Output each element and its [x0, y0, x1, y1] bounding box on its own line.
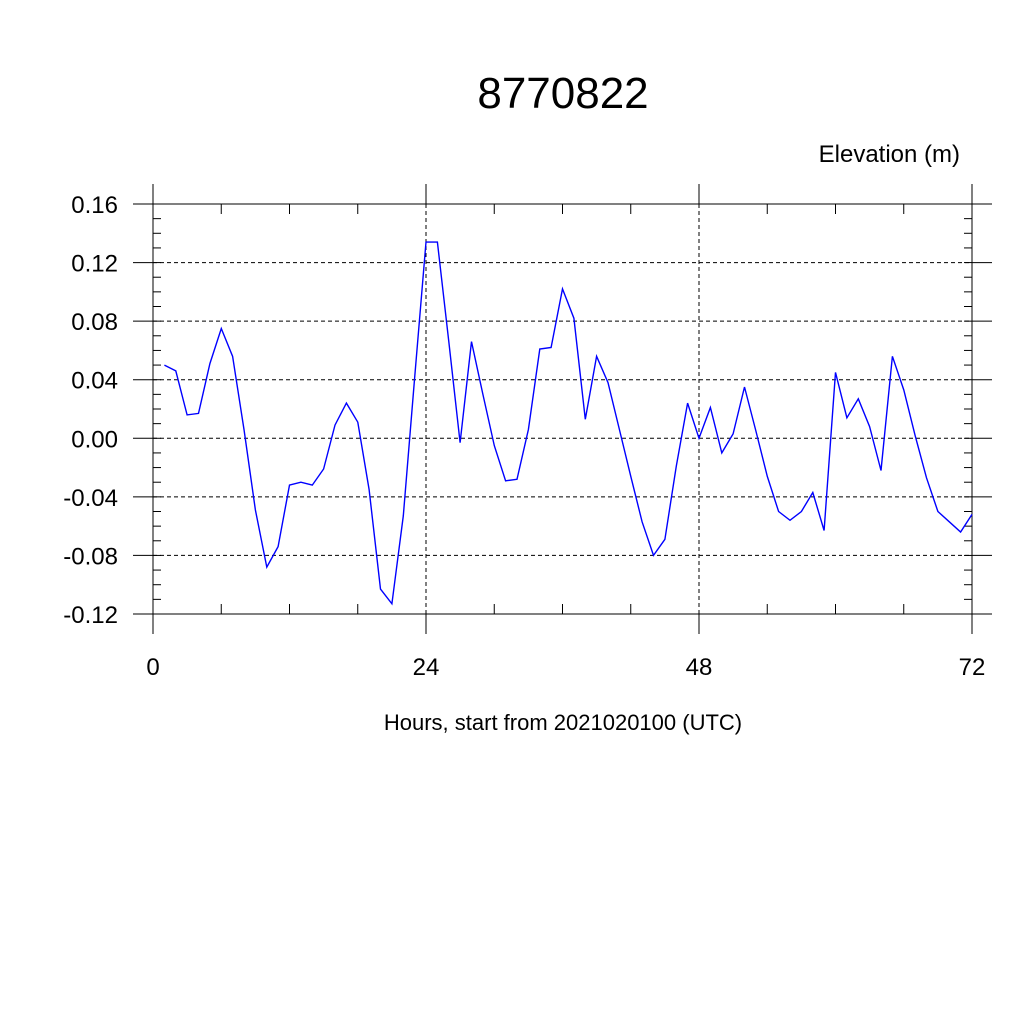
- tick-label-layer: -0.12 -0.08 -0.04 0.00 0.04 0.08 0.12 0.16 0 24 48…: [63, 192, 985, 681]
- y-tick-label: -0.12: [63, 602, 118, 629]
- x-tick-label: 72: [959, 654, 986, 681]
- y-tick-label: 0.00: [71, 426, 118, 453]
- x-axis-label: Hours, start from 2021020100 (UTC): [384, 710, 742, 735]
- y-tick-label: -0.04: [63, 485, 118, 512]
- x-tick-label: 48: [686, 654, 713, 681]
- y-tick-label: 0.08: [71, 309, 118, 336]
- x-tick-label: 24: [413, 654, 440, 681]
- y-tick-label: 0.16: [71, 192, 118, 219]
- x-tick-label: 0: [146, 654, 159, 681]
- axis-layer: [133, 184, 992, 634]
- y-tick-label: -0.08: [63, 543, 118, 570]
- chart-title: 8770822: [477, 69, 648, 118]
- y-tick-label: 0.04: [71, 368, 118, 395]
- series-line: [164, 241, 973, 606]
- y-tick-label: 0.12: [71, 251, 118, 278]
- series-layer: [164, 241, 973, 606]
- y-axis-label: Elevation (m): [819, 141, 960, 168]
- grid-layer: [153, 203, 972, 615]
